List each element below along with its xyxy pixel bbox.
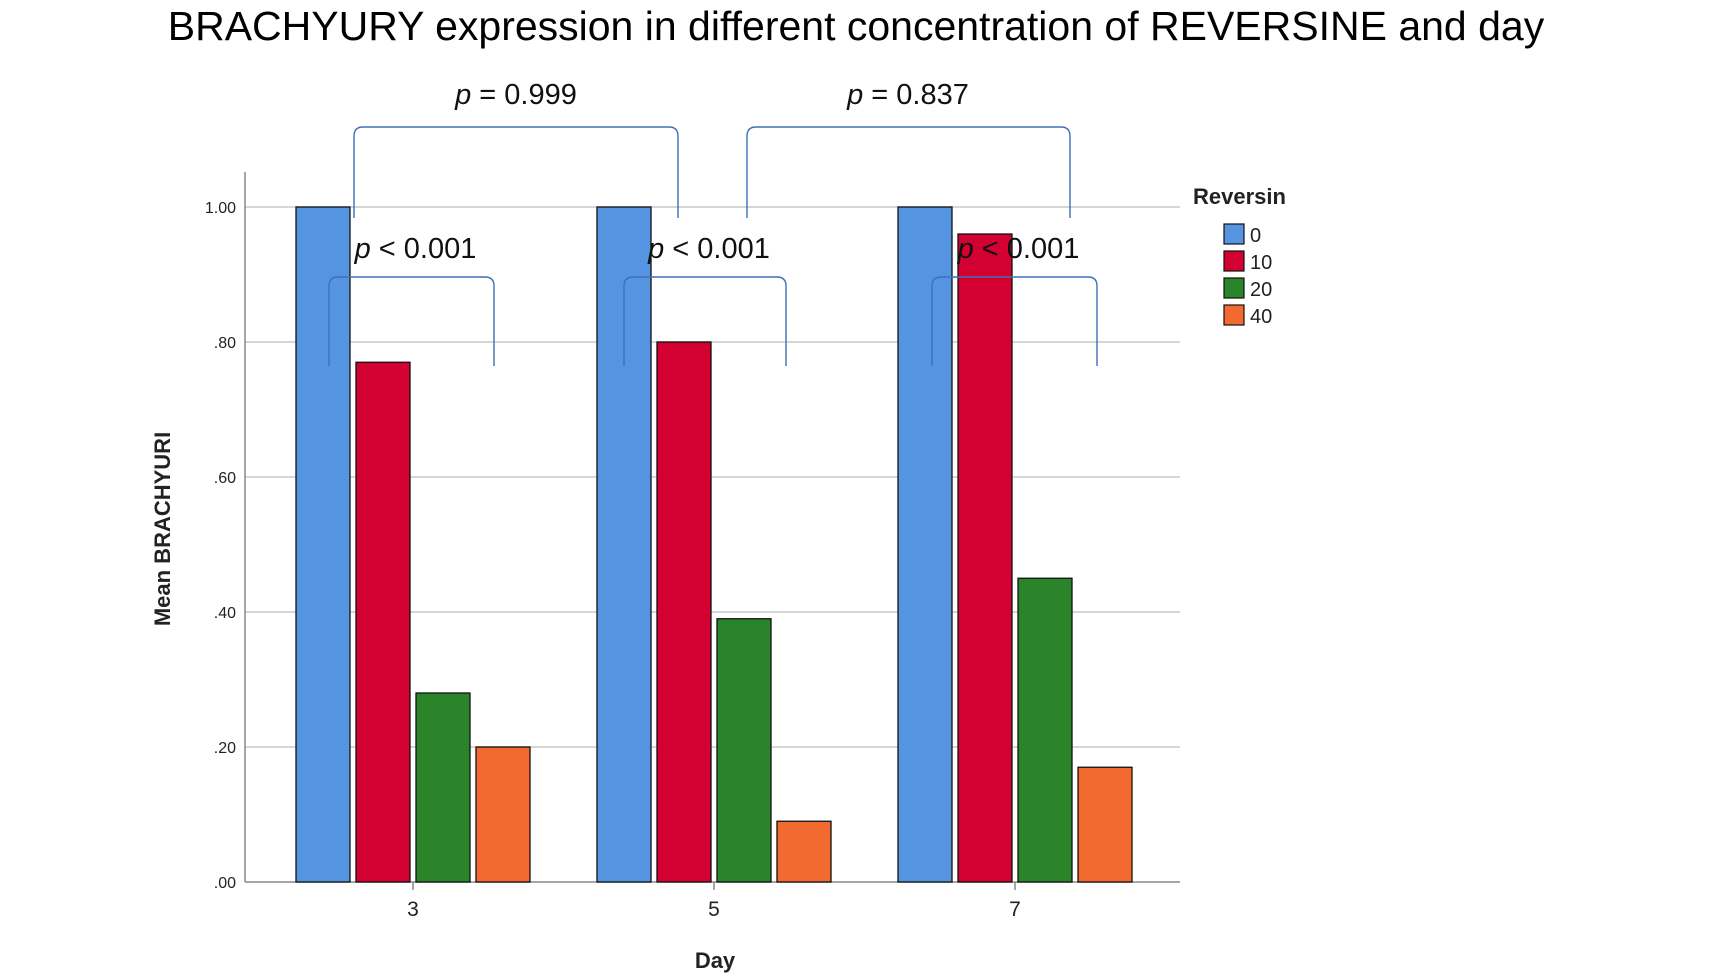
p-value-within-day5: p < 0.001 xyxy=(647,233,770,265)
x-tick-label: 3 xyxy=(407,898,419,921)
legend-swatch-40 xyxy=(1223,304,1245,326)
y-axis-label: Mean BRACHYURI xyxy=(150,432,175,626)
bar-day3-reversin10 xyxy=(355,361,411,883)
bar-day7-reversin20 xyxy=(1017,577,1073,883)
p-value-within-day7: p < 0.001 xyxy=(957,233,1080,265)
x-tick-label: 7 xyxy=(1009,898,1021,921)
x-tick-label: 5 xyxy=(708,898,720,921)
legend-label-10: 10 xyxy=(1250,252,1272,274)
y-tick-label: .40 xyxy=(214,605,236,622)
legend-label-20: 20 xyxy=(1250,279,1272,301)
bars xyxy=(295,206,1133,883)
y-tick-label: 1.00 xyxy=(205,200,236,217)
bar-day5-reversin20 xyxy=(716,618,772,883)
bracket-within-day5 xyxy=(623,276,787,366)
legend-label-0: 0 xyxy=(1250,225,1261,247)
bracket-day3-day5 xyxy=(353,126,679,218)
bracket-within-day7 xyxy=(931,276,1098,366)
bar-day7-reversin10 xyxy=(957,233,1013,883)
bracket-day5-day7 xyxy=(746,126,1071,218)
y-tick-label: .00 xyxy=(214,875,236,892)
chart-title: BRACHYURY expression in different concen… xyxy=(168,3,1545,49)
y-tick-label: .80 xyxy=(214,335,236,352)
bar-day7-reversin40 xyxy=(1077,766,1133,883)
bar-day5-reversin40 xyxy=(776,820,832,883)
legend-title: Reversin xyxy=(1193,184,1286,209)
bar-day3-reversin0 xyxy=(295,206,351,883)
y-tick-label: .20 xyxy=(214,740,236,757)
legend-swatch-20 xyxy=(1223,277,1245,299)
legend-label-40: 40 xyxy=(1250,306,1272,328)
p-value-within-day3: p < 0.001 xyxy=(354,233,477,265)
p-value-day5-day7: p = 0.837 xyxy=(846,79,969,111)
bracket-within-day3 xyxy=(328,276,495,366)
p-value-day3-day5: p = 0.999 xyxy=(454,79,577,111)
legend-swatch-10 xyxy=(1223,250,1245,272)
bar-day3-reversin20 xyxy=(415,692,471,883)
legend-swatch-0 xyxy=(1223,223,1245,245)
bar-day3-reversin40 xyxy=(475,746,531,883)
y-tick-label: .60 xyxy=(214,470,236,487)
bar-day7-reversin0 xyxy=(897,206,953,883)
bar-day5-reversin10 xyxy=(656,341,712,883)
x-axis-label: Day xyxy=(695,948,736,973)
